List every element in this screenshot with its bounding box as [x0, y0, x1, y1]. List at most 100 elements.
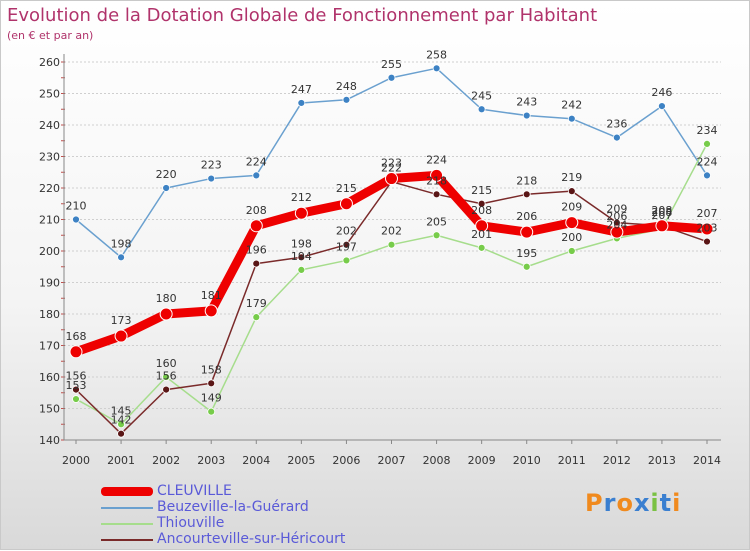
- legend-swatch: [101, 539, 153, 541]
- x-tick-label: 2008: [423, 454, 451, 467]
- data-point: [477, 243, 486, 252]
- data-point: [114, 329, 128, 343]
- data-point: [204, 304, 218, 318]
- data-point: [385, 172, 398, 186]
- data-point: [567, 114, 576, 123]
- x-tick-label: 2014: [693, 454, 721, 467]
- data-label: 224: [697, 155, 718, 168]
- data-point: [655, 219, 669, 233]
- data-label: 206: [516, 210, 537, 223]
- data-point: [117, 420, 125, 429]
- data-label: 153: [66, 379, 87, 392]
- data-label: 236: [606, 118, 627, 131]
- data-label: 145: [111, 404, 132, 417]
- data-label: 234: [697, 124, 718, 137]
- data-label: 220: [156, 168, 177, 181]
- logo-letter: i: [650, 489, 660, 517]
- logo-letter: t: [659, 489, 673, 517]
- data-point: [565, 216, 579, 230]
- data-label: 196: [246, 244, 267, 257]
- data-point: [658, 102, 666, 110]
- data-label: 203: [697, 222, 718, 235]
- data-label: 248: [336, 80, 357, 93]
- data-point: [207, 174, 216, 183]
- y-tick-label: 170: [39, 340, 60, 353]
- data-label: 208: [651, 206, 672, 219]
- chart-subtitle: (en € et par an): [7, 29, 94, 42]
- data-label: 142: [111, 414, 132, 427]
- legend-label: CLEUVILLE: [157, 483, 232, 499]
- data-label: 207: [651, 209, 672, 222]
- data-point: [475, 219, 489, 233]
- data-point: [294, 206, 308, 220]
- y-tick-label: 260: [39, 56, 60, 69]
- data-label: 218: [426, 174, 447, 187]
- legend-swatch: [101, 507, 153, 509]
- data-label: 224: [426, 153, 447, 166]
- data-point: [432, 190, 441, 199]
- data-point: [162, 184, 171, 192]
- x-tick-label: 2007: [378, 454, 406, 467]
- logo-letter: r: [603, 489, 617, 517]
- data-point: [522, 190, 531, 199]
- x-tick-label: 2002: [152, 454, 180, 467]
- data-label: 197: [336, 240, 357, 253]
- data-label: 149: [201, 392, 222, 405]
- data-point: [207, 407, 216, 416]
- legend-label: Ancourteville-sur-Héricourt: [157, 531, 346, 547]
- y-tick-label: 190: [39, 277, 60, 290]
- data-label: 255: [381, 58, 402, 71]
- data-point: [297, 253, 306, 262]
- data-point: [252, 313, 261, 322]
- y-tick-label: 250: [39, 88, 60, 101]
- data-label: 160: [156, 357, 177, 370]
- data-point: [162, 373, 171, 381]
- y-tick-label: 150: [39, 403, 60, 416]
- logo-letter: o: [616, 489, 634, 517]
- data-label: 209: [561, 201, 582, 214]
- data-point: [69, 345, 83, 359]
- data-point: [703, 171, 711, 180]
- label-layer: 210 198 220 223 224 247 248 255 258 245 243 242 236 2…: [66, 48, 718, 426]
- data-point: [567, 247, 576, 255]
- data-label: 246: [651, 86, 672, 99]
- y-tick-label: 240: [39, 119, 60, 132]
- data-label: 179: [246, 297, 267, 310]
- legend-swatch: [101, 523, 153, 525]
- proxiti-logo: Proxiti: [585, 489, 681, 517]
- data-label: 258: [426, 48, 447, 61]
- axis-layer: 140 150 160 170 180 190 200 210 220 230 240 250 260 2…: [39, 54, 721, 467]
- x-tick-label: 2006: [332, 454, 360, 467]
- data-label: 205: [426, 215, 447, 228]
- data-label: 208: [246, 204, 267, 217]
- data-point: [703, 237, 711, 246]
- x-tick-label: 2012: [603, 454, 631, 467]
- data-point: [520, 225, 534, 239]
- chart-title: Evolution de la Dotation Globale de Fonc…: [7, 5, 598, 26]
- data-point: [522, 262, 531, 271]
- data-point: [522, 111, 531, 120]
- data-label: 198: [111, 237, 132, 250]
- data-point: [477, 105, 486, 114]
- logo-letter: x: [633, 489, 651, 517]
- data-label: 223: [381, 157, 402, 170]
- data-point: [387, 73, 396, 82]
- data-point: [430, 168, 444, 182]
- data-label: 245: [471, 89, 492, 102]
- data-point: [342, 240, 351, 249]
- data-point: [207, 379, 216, 388]
- data-point: [703, 139, 711, 148]
- x-tick-label: 2004: [242, 454, 270, 467]
- data-label: 156: [156, 370, 177, 383]
- logo-letter: i: [672, 489, 682, 517]
- data-label: 202: [336, 225, 357, 238]
- data-point: [610, 225, 624, 239]
- legend-swatch: [101, 487, 153, 496]
- data-label: 200: [561, 231, 582, 244]
- data-label: 210: [66, 200, 87, 213]
- data-label: 195: [516, 247, 537, 260]
- data-point: [72, 215, 80, 224]
- data-label: 156: [66, 370, 87, 383]
